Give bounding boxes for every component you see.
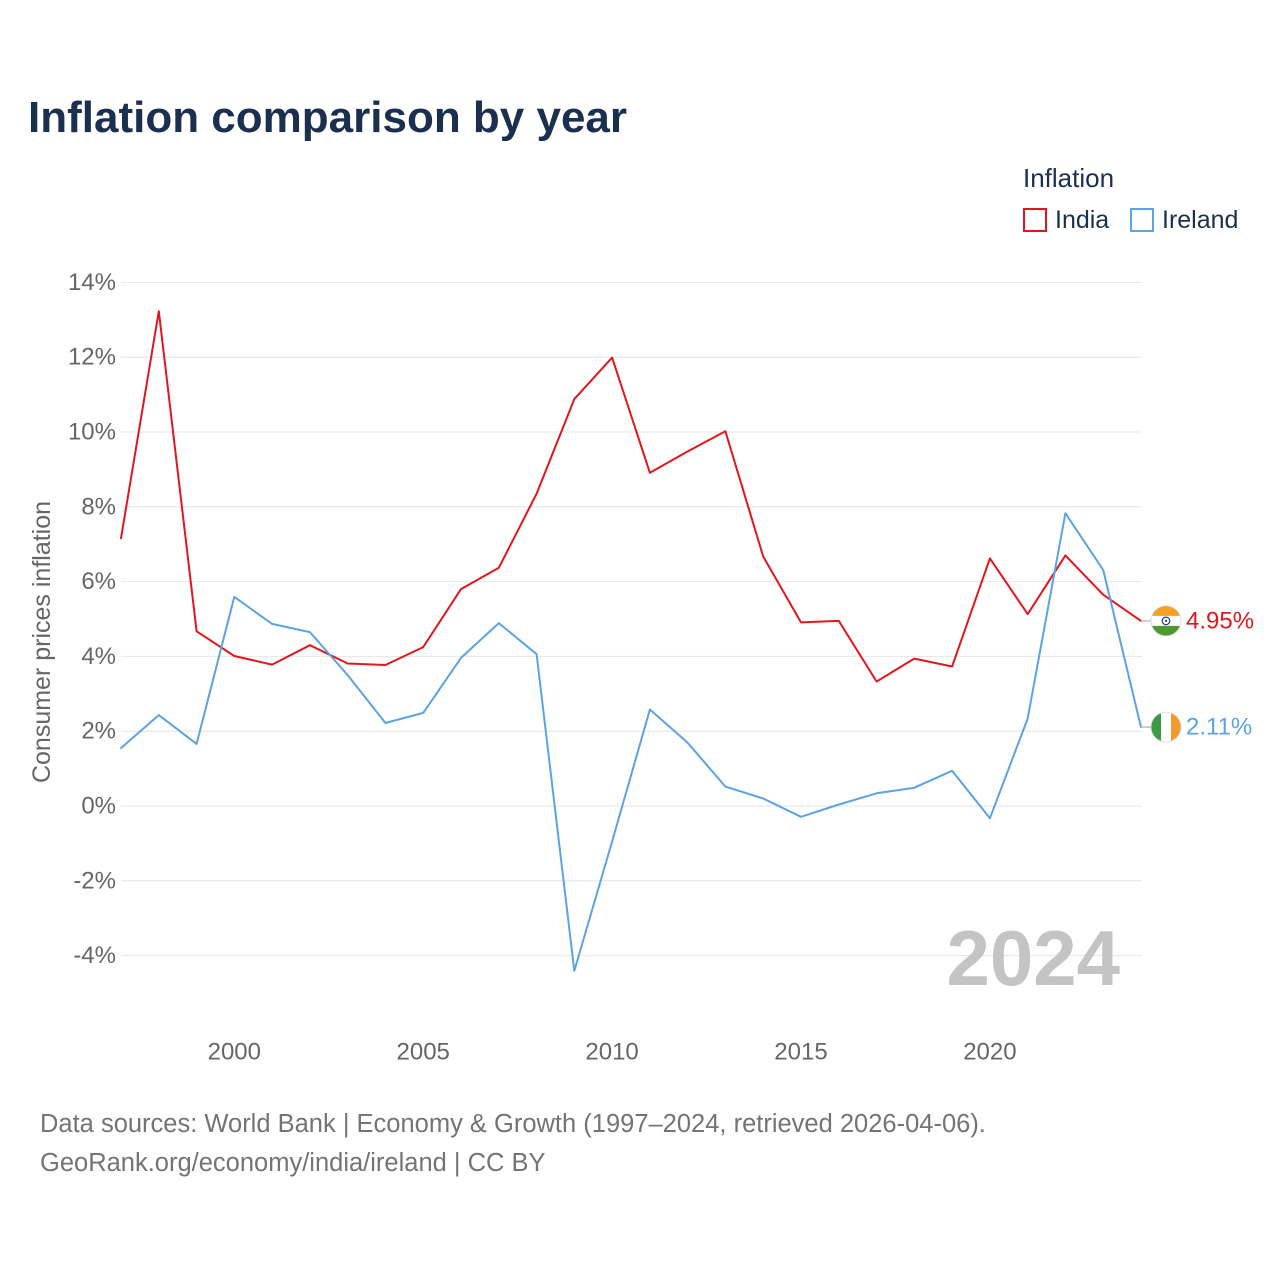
end-value-label-ireland: 2.11% [1186,714,1252,741]
y-tick-label: 14% [68,269,116,296]
x-tick-label: 2000 [208,1039,261,1066]
legend-label-india: India [1055,206,1110,234]
y-tick-label: 12% [68,344,116,371]
y-tick-label: -2% [73,867,116,894]
flag-chakra-hub [1164,619,1168,622]
end-markers: 4.95% 2.11% [1141,605,1254,743]
y-axis-ticks: 14% 12% 10% 8% 6% 4% 2% 0% -2% -4% [68,269,116,969]
flag-chakra [1161,616,1171,626]
y-tick-label: 2% [81,718,116,745]
x-tick-label: 2015 [774,1039,827,1066]
legend-item-india[interactable]: India [1023,206,1109,234]
x-tick-label: 2020 [963,1039,1016,1066]
x-tick-label: 2005 [397,1039,450,1066]
y-tick-label: 6% [81,568,116,595]
y-tick-label: 4% [81,643,116,670]
series-lines [120,310,1142,972]
data-sources-note: Data sources: World Bank | Economy & Gro… [40,1110,986,1138]
y-tick-label: 8% [81,493,116,520]
flag-stripe-saffron [1151,605,1181,616]
legend-swatch-india [1023,208,1047,232]
flag-stripe-green [1151,625,1181,636]
y-axis-label: Consumer prices inflation [28,501,56,783]
x-tick-label: 2010 [585,1039,638,1066]
ireland-flag-icon [1150,711,1182,743]
y-tick-label: -4% [73,942,116,969]
y-tick-label: 0% [81,793,116,820]
india-flag-icon [1150,605,1182,637]
footer: Data sources: World Bank | Economy & Gro… [40,1105,986,1183]
legend-label-ireland: Ireland [1162,206,1239,234]
gridlines [121,281,1142,957]
series-line-ireland [120,512,1142,972]
series-line-india [120,310,1142,683]
x-axis-ticks: 2000 2005 2010 2015 2020 [208,1039,1017,1066]
legend-swatch-ireland [1130,208,1154,232]
legend-title: Inflation [1023,163,1115,193]
chart-title: Inflation comparison by year [28,93,628,142]
y-tick-label: 10% [68,419,116,446]
flag-stripe-orange [1171,712,1181,742]
end-value-label-india: 4.95% [1186,607,1254,634]
attribution-note: GeoRank.org/economy/india/ireland | CC B… [40,1149,546,1177]
year-watermark: 2024 [946,914,1120,1002]
legend-item-ireland[interactable]: Ireland [1130,206,1238,234]
flag-stripe-green [1151,712,1161,742]
